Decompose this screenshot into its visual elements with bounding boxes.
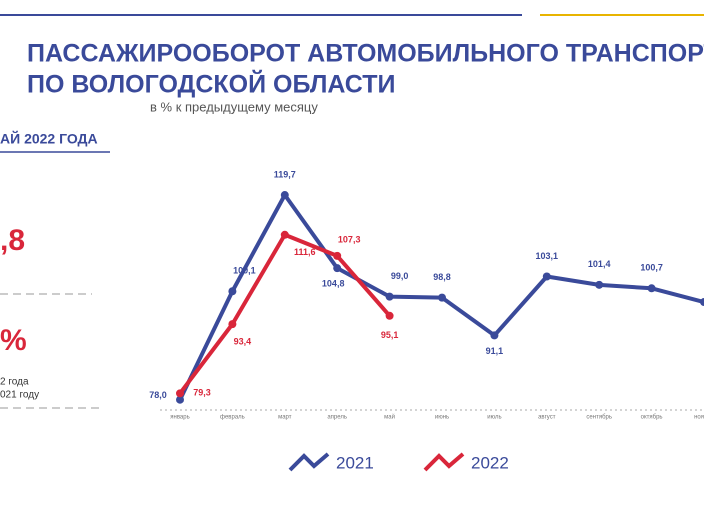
x-tick-label: сентябрь <box>586 415 612 421</box>
point <box>333 264 342 273</box>
point <box>385 292 394 301</box>
point <box>385 311 394 320</box>
data-label: 93,4 <box>234 337 252 347</box>
legend-icon <box>288 452 330 472</box>
data-label: 100,1 <box>233 266 256 276</box>
series-line <box>178 232 392 395</box>
data-label: 99,0 <box>391 271 409 281</box>
x-tick-label: август <box>538 415 556 421</box>
data-label: 95,1 <box>381 330 399 340</box>
x-tick-label: ноябрь <box>694 415 704 421</box>
x-tick-label: апрель <box>327 415 347 421</box>
x-tick-label: январь <box>170 415 189 421</box>
panel-note: 021 году <box>0 390 39 401</box>
point <box>595 280 604 289</box>
point <box>228 320 237 329</box>
x-tick-label: март <box>278 415 292 421</box>
point <box>280 191 289 200</box>
point <box>647 284 656 293</box>
data-label: 101,4 <box>588 259 611 269</box>
point <box>280 230 289 239</box>
data-label: 91,1 <box>486 346 504 356</box>
data-label: 119,7 <box>274 169 296 179</box>
data-label: 107,3 <box>338 234 361 244</box>
legend-label: 2022 <box>471 453 509 472</box>
x-tick-label: июль <box>487 415 501 421</box>
panel-value: ,8 <box>0 224 25 257</box>
panel-value: % <box>0 324 27 357</box>
point <box>228 287 237 296</box>
data-label: 79,3 <box>193 388 211 398</box>
legend-icon <box>423 452 465 472</box>
point <box>176 389 184 398</box>
data-label: 78,0 <box>149 390 167 400</box>
title: ПАССАЖИРООБОРОТ АВТОМОБИЛЬНОГО ТРАНСПОРТ <box>27 40 704 68</box>
point <box>700 298 704 307</box>
x-tick-label: май <box>384 414 395 421</box>
data-label: 111,6 <box>294 247 316 257</box>
data-label: 98,8 <box>433 272 451 282</box>
panel-note: 2 года <box>0 377 29 388</box>
point <box>333 251 342 260</box>
point <box>542 272 551 281</box>
subtitle: в % к предыдущему месяцу <box>150 99 318 114</box>
data-label: 103,1 <box>536 251 559 261</box>
x-tick-label: октябрь <box>641 415 663 421</box>
point <box>438 293 446 302</box>
x-tick-label: февраль <box>220 415 245 421</box>
point <box>490 331 499 340</box>
legend-label: 2021 <box>336 453 374 472</box>
data-label: 100,7 <box>640 263 663 273</box>
point <box>176 395 184 404</box>
panel-heading: АЙ 2022 ГОДА <box>0 130 98 147</box>
x-tick-label: июнь <box>435 415 449 421</box>
data-label: 104,8 <box>322 279 345 289</box>
title: ПО ВОЛОГОДСКОЙ ОБЛАСТИ <box>27 69 395 99</box>
